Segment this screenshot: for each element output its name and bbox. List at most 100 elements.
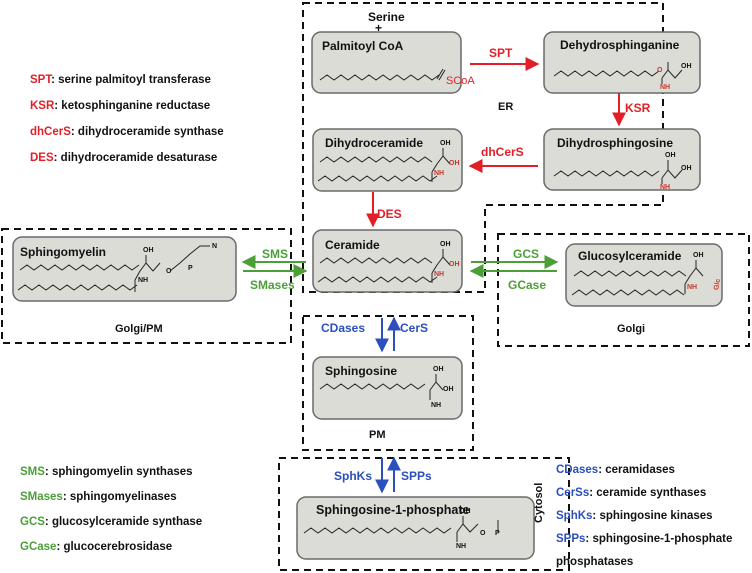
legend-abbreviation: CDases: [556, 464, 599, 476]
legend-abbreviation: SPT: [30, 74, 52, 86]
pm-compartment-label: PM: [369, 429, 386, 441]
ceramide-chain-lower: [317, 276, 438, 283]
legend-entry: DES: dihydroceramide desaturase: [30, 145, 224, 171]
legend-entry: SphKs: sphingosine kinases: [556, 505, 732, 528]
sphingomyelin-oh-label: OH: [143, 247, 154, 254]
golgi-pm-compartment-label: Golgi/PM: [115, 323, 163, 335]
legend-description: : sphingomyelinases: [62, 491, 177, 503]
palmitoyl-coa-chain: [319, 74, 440, 81]
legend-description: : ceramidases: [598, 464, 675, 476]
legend-description: : glucosylceramide synthase: [44, 516, 203, 528]
legend-red-enzymes: SPT: serine palmitoyl transferase KSR: ke…: [30, 67, 224, 171]
legend-description: : sphingosine kinases: [592, 510, 713, 522]
plus-sign: +: [375, 21, 383, 35]
glucosylceramide-nh-label: NH: [687, 284, 698, 291]
er-compartment-label: ER: [498, 101, 514, 113]
palmitoyl-coa-title: Palmitoyl CoA: [322, 39, 404, 53]
legend-abbreviation: KSR: [30, 100, 55, 112]
dihydrosphingosine-title: Dihydrosphingosine: [557, 136, 674, 150]
dihydroceramide-nh-label: NH: [434, 170, 445, 177]
s1p-p-label: P: [495, 530, 500, 537]
sphingosine-nh2-label: NH: [431, 402, 442, 409]
legend-description: : ceramide synthases: [589, 487, 707, 499]
legend-abbreviation: DES: [30, 152, 54, 164]
legend-description: : serine palmitoyl transferase: [51, 74, 211, 86]
dihydrosphingosine-oh2-label: OH: [681, 165, 692, 172]
legend-description: phosphatases: [556, 556, 634, 568]
dihydrosphingosine-oh-label: OH: [665, 152, 676, 159]
sphingomyelin-title: Sphingomyelin: [20, 245, 107, 259]
legend-entry: phosphatases: [556, 551, 732, 573]
sphingosine-title: Sphingosine: [325, 364, 397, 378]
legend-abbreviation: GCase: [20, 541, 57, 553]
dihydrosphingosine-chain: [553, 170, 660, 177]
legend-description: : dihydroceramide desaturase: [53, 152, 218, 164]
s1p-chain: [303, 527, 452, 534]
sphingosine-box: [312, 356, 463, 420]
legend-abbreviation: CerSs: [556, 487, 590, 499]
legend-abbreviation: SMS: [20, 466, 45, 478]
er-compartment-border: [302, 2, 664, 293]
dehydrosphinganine-box: [543, 31, 701, 94]
glucosylceramide-chain-lower: [571, 289, 685, 296]
legend-description: : sphingomyelin synthases: [44, 466, 193, 478]
legend-entry: SMS: sphingomyelin synthases: [20, 460, 202, 485]
sphingomyelin-n-label: N: [212, 243, 218, 250]
glucosylceramide-oh-label: OH: [693, 252, 704, 259]
legend-entry: SMases: sphingomyelinases: [20, 485, 202, 510]
golgi-compartment-border: [497, 233, 750, 347]
sphingomyelin-box: [12, 236, 237, 302]
pm-compartment-border: [302, 315, 474, 451]
glucosylceramide-title: Glucosylceramide: [578, 249, 682, 263]
legend-description: : ketosphinganine reductase: [54, 100, 211, 112]
spps-enzyme-label: SPPs: [401, 469, 432, 483]
sphingomyelin-chain-lower: [17, 284, 138, 291]
legend-description: : glucocerebrosidase: [56, 541, 173, 553]
dehydrosphinganine-oh-label: OH: [681, 63, 692, 70]
dhcers-enzyme-label: dhCerS: [481, 145, 524, 159]
legend-entry: SPT: serine palmitoyl transferase: [30, 67, 224, 93]
ceramide-oh-label: OH: [440, 241, 451, 248]
dihydroceramide-chain-upper: [319, 156, 433, 163]
dihydroceramide-chain-lower: [317, 175, 438, 182]
sphingosine-chain: [319, 383, 426, 390]
dehydrosphinganine-title: Dehydrosphinganine: [560, 38, 680, 52]
cdases-enzyme-label: CDases: [321, 321, 366, 335]
gcase-enzyme-label: GCase: [508, 278, 547, 292]
legend-entry: CDases: ceramidases: [556, 459, 732, 482]
dihydrosphingosine-nh2-label: NH: [660, 184, 671, 191]
ceramide-nh-label: NH: [434, 271, 445, 278]
cytosol-compartment-border: [278, 457, 570, 571]
legend-green-enzymes: SMS: sphingomyelin synthases SMases: sphi…: [20, 460, 202, 560]
glucosylceramide-chain-upper: [573, 270, 687, 277]
dihydroceramide-title: Dihydroceramide: [325, 136, 424, 150]
legend-description: : sphingosine-1-phosphate: [585, 533, 733, 545]
legend-entry: KSR: ketosphinganine reductase: [30, 93, 224, 119]
legend-entry: dhCerS: dihydroceramide synthase: [30, 119, 224, 145]
palmitoyl-coa-box: [311, 31, 462, 94]
sphingosine-oh-label: OH: [433, 366, 444, 373]
legend-abbreviation: SphKs: [556, 510, 593, 522]
dihydroceramide-oh-label: OH: [440, 140, 451, 147]
s1p-o-label: O: [480, 530, 486, 537]
legend-description: : dihydroceramide synthase: [70, 126, 224, 138]
dehydrosphinganine-nh2-label: NH: [660, 84, 671, 91]
legend-abbreviation: dhCerS: [30, 126, 71, 138]
spt-enzyme-label: SPT: [489, 46, 513, 60]
serine-label: Serine: [368, 10, 405, 24]
des-enzyme-label: DES: [377, 207, 402, 221]
legend-abbreviation: SMases: [20, 491, 63, 503]
sphks-enzyme-label: SphKs: [334, 469, 373, 483]
s1p-oh-label: OH: [460, 508, 471, 515]
ksr-enzyme-label: KSR: [625, 101, 651, 115]
golgi-pm-compartment-border: [1, 228, 292, 344]
ceramide-title: Ceramide: [325, 238, 380, 252]
scoa-atom-label: SCoA: [446, 75, 475, 87]
cers-enzyme-label: CerS: [400, 321, 429, 335]
legend-entry: GCS: glucosylceramide synthase: [20, 510, 202, 535]
smases-enzyme-label: SMases: [250, 278, 295, 292]
s1p-title: Sphingosine-1-phosphate: [316, 503, 470, 517]
gcs-enzyme-label: GCS: [513, 247, 540, 261]
